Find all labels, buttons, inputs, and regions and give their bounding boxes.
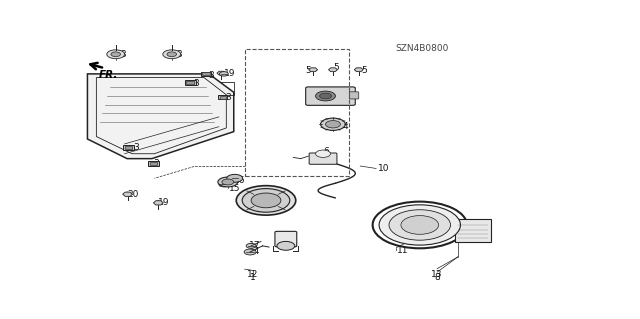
Circle shape <box>316 150 330 157</box>
Circle shape <box>222 179 234 185</box>
Circle shape <box>319 93 332 99</box>
Circle shape <box>242 189 290 212</box>
Text: 15: 15 <box>229 184 240 193</box>
Circle shape <box>167 52 177 56</box>
FancyBboxPatch shape <box>275 231 297 247</box>
FancyBboxPatch shape <box>456 219 491 242</box>
Circle shape <box>244 249 256 255</box>
Circle shape <box>231 176 239 180</box>
Text: 17: 17 <box>249 241 260 250</box>
Circle shape <box>321 118 346 130</box>
Circle shape <box>316 91 335 101</box>
Text: SZN4B0800: SZN4B0800 <box>395 44 449 53</box>
Text: 19: 19 <box>158 198 170 207</box>
Text: 18: 18 <box>116 50 127 59</box>
Text: 14: 14 <box>249 248 260 256</box>
Circle shape <box>163 50 180 59</box>
Text: 16: 16 <box>234 176 245 185</box>
Text: 19: 19 <box>224 69 236 78</box>
Text: 5: 5 <box>305 66 310 75</box>
Polygon shape <box>328 68 337 72</box>
Circle shape <box>236 186 296 215</box>
Text: 12: 12 <box>247 270 259 279</box>
Text: 3: 3 <box>225 93 230 102</box>
Text: 1: 1 <box>250 273 255 282</box>
Polygon shape <box>217 71 226 75</box>
Text: 4: 4 <box>343 122 349 131</box>
Text: 18: 18 <box>172 50 183 59</box>
Text: 3: 3 <box>134 143 140 152</box>
Text: 2: 2 <box>286 236 291 245</box>
Text: 3: 3 <box>193 79 199 88</box>
Bar <box>185 80 196 85</box>
Bar <box>186 81 194 84</box>
FancyBboxPatch shape <box>309 153 337 164</box>
Text: 10: 10 <box>378 164 389 173</box>
Circle shape <box>246 243 256 248</box>
Polygon shape <box>88 74 234 159</box>
Circle shape <box>220 72 228 76</box>
Text: 3: 3 <box>208 70 214 80</box>
FancyBboxPatch shape <box>349 92 359 99</box>
Text: FR.: FR. <box>99 70 118 80</box>
Text: 5: 5 <box>362 66 367 75</box>
Circle shape <box>379 205 460 245</box>
Bar <box>220 96 226 99</box>
FancyBboxPatch shape <box>306 87 355 105</box>
Text: 9: 9 <box>264 203 269 212</box>
Text: 11: 11 <box>397 246 409 255</box>
Bar <box>200 72 211 76</box>
Polygon shape <box>154 201 163 205</box>
Circle shape <box>277 241 295 250</box>
Bar <box>150 162 157 165</box>
Text: 5: 5 <box>333 63 339 72</box>
Polygon shape <box>355 68 364 72</box>
Text: 20: 20 <box>127 190 139 199</box>
Circle shape <box>219 182 229 187</box>
Bar <box>125 146 132 149</box>
Text: 3: 3 <box>154 159 159 168</box>
Bar <box>148 161 159 166</box>
Polygon shape <box>308 68 317 72</box>
Bar <box>218 95 227 99</box>
Circle shape <box>107 50 125 59</box>
Circle shape <box>401 216 438 234</box>
Polygon shape <box>123 192 132 197</box>
Circle shape <box>111 52 120 56</box>
Bar <box>202 72 210 75</box>
Text: 13: 13 <box>431 270 443 278</box>
Circle shape <box>326 121 340 128</box>
Circle shape <box>251 193 281 208</box>
Text: 6: 6 <box>323 147 329 156</box>
Bar <box>244 48 349 176</box>
Text: 7: 7 <box>338 90 344 99</box>
Circle shape <box>227 174 243 182</box>
Circle shape <box>218 177 237 187</box>
Bar <box>123 145 134 150</box>
Text: 8: 8 <box>435 272 440 282</box>
Circle shape <box>389 210 451 240</box>
